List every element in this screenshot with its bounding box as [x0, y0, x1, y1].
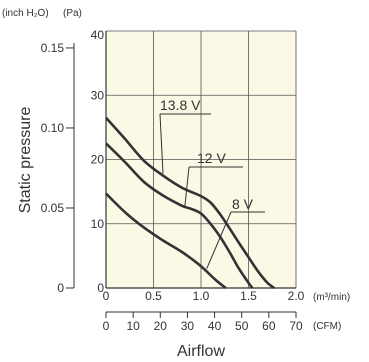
cfm-tick-label: 10: [126, 319, 140, 333]
y-tick-marks-inch: [66, 47, 74, 289]
curve-8-v: [105, 192, 227, 290]
grid: [105, 30, 297, 289]
curve-13-8-v: [105, 116, 275, 290]
curve-label: 12 V: [197, 150, 226, 166]
y-tick-labels-pa: 0 10 20 30 40: [91, 28, 105, 295]
x-tick-label: 2.0: [288, 289, 305, 303]
x-unit-metric: (m³/min): [313, 292, 350, 303]
y-unit-pa: (Pa): [63, 8, 82, 19]
x-tick-label: 0.5: [145, 289, 162, 303]
curves: [105, 116, 275, 290]
y-tick-label-pa: 10: [91, 217, 105, 231]
cfm-tick-label: 50: [235, 319, 249, 333]
y-tick-label-pa: 0: [97, 281, 104, 295]
curve-12-v: [105, 142, 254, 289]
x-axis-label: Airflow: [177, 343, 225, 360]
curve-label-leader: [159, 113, 164, 174]
cfm-tick-label: 70: [289, 319, 303, 333]
y-tick-label-pa: 30: [91, 88, 105, 102]
x-tick-label: 1.0: [193, 289, 210, 303]
cfm-tick-label: 60: [262, 319, 276, 333]
cfm-tick-label: 30: [181, 319, 195, 333]
y-tick-label-pa: 40: [91, 28, 105, 42]
y-tick-label-inch: 0.15: [41, 41, 65, 55]
y-tick-label-inch: 0.10: [41, 121, 65, 135]
curve-label: 13.8 V: [160, 97, 201, 113]
x-tick-label: 0: [103, 289, 110, 303]
curve-label-leader: [184, 166, 190, 207]
curve-labels: 13.8 V 12 V 8 V: [160, 97, 254, 212]
cfm-tick-label: 20: [154, 319, 168, 333]
curve-label: 8 V: [232, 196, 254, 212]
cfm-tick-label: 40: [208, 319, 222, 333]
cfm-ticks: 0 10 20 30 40 50 60 70: [103, 312, 303, 333]
x-tick-label: 1.5: [240, 289, 257, 303]
curve-label-leader: [206, 211, 232, 269]
y-tick-label-inch: 0: [57, 281, 64, 295]
x-unit-imperial: (CFM): [313, 321, 341, 332]
y-unit-inch: (inch H₂O): [2, 8, 49, 19]
curve-label-leaders: [159, 113, 265, 269]
y-axis-label: Static pressure: [17, 107, 34, 214]
y-tick-label-inch: 0.05: [41, 201, 65, 215]
y-tick-labels-inch: 0 0.05 0.10 0.15: [41, 41, 65, 295]
cfm-tick-label: 0: [103, 319, 110, 333]
x-tick-labels: 0 0.5 1.0 1.5 2.0: [103, 289, 305, 303]
y-tick-label-pa: 20: [91, 153, 105, 167]
